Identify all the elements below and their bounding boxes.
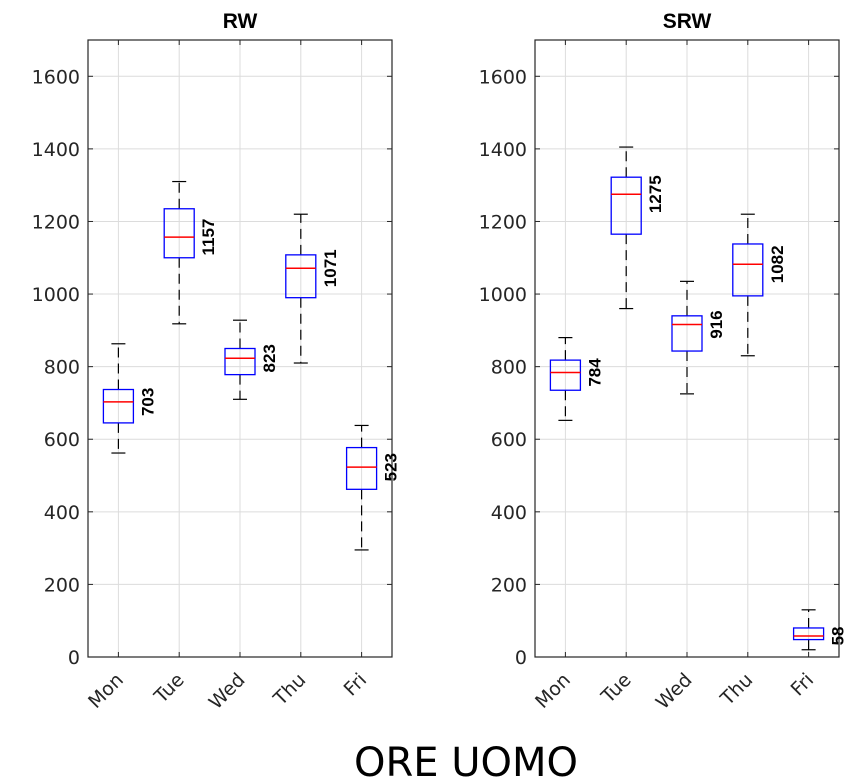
chart-1-ytick-label-2: 400 xyxy=(491,502,527,524)
chart-1-ytick-label-5: 1000 xyxy=(479,284,527,306)
chart-1-iqr-box-fri xyxy=(792,627,825,641)
chart-0-median-label-fri: 523 xyxy=(382,453,401,481)
chart-1-box-mon: 784 xyxy=(549,337,604,421)
chart-0-median-label-tue: 1157 xyxy=(199,219,218,256)
chart-1-xtick-label-mon: Mon xyxy=(531,669,575,713)
chart-0-box-mon: 703 xyxy=(102,343,157,454)
chart-1-median-label-fri: 58 xyxy=(829,626,848,645)
figure-suptitle: ORE UOMO xyxy=(354,740,578,783)
chart-1-median-label-mon: 784 xyxy=(585,358,604,387)
chart-0-iqr-box-tue xyxy=(163,208,195,259)
chart-0-median-label-wed: 823 xyxy=(260,344,279,372)
chart-1-ytick-label-4: 800 xyxy=(491,357,527,379)
chart-1-iqr-box-mon xyxy=(549,359,582,391)
chart-0-iqr-box-mon xyxy=(102,388,135,424)
chart-0-ytick-label-8: 1600 xyxy=(32,66,80,88)
chart-1-iqr-box-tue xyxy=(610,176,642,235)
chart-0-ytick-label-7: 1400 xyxy=(32,139,80,161)
chart-1-ytick-label-8: 1600 xyxy=(479,66,527,88)
chart-1-xtick-label-fri: Fri xyxy=(787,669,819,701)
chart-1-ytick-label-6: 1200 xyxy=(479,211,527,233)
chart-0-ytick-label-2: 400 xyxy=(44,502,80,524)
chart-1-xtick-label-tue: Tue xyxy=(597,669,636,708)
chart-1-ytick-label-7: 1400 xyxy=(479,139,527,161)
chart-1-box-wed: 916 xyxy=(671,280,726,395)
chart-1-xtick-label-wed: Wed xyxy=(652,669,697,714)
chart-1-ytick-label-0: 0 xyxy=(515,647,527,669)
chart-0-ytick-label-4: 800 xyxy=(44,357,80,379)
chart-1-median-label-thu: 1082 xyxy=(768,245,787,283)
chart-1-title: SRW xyxy=(663,10,712,33)
chart-0-median-label-mon: 703 xyxy=(138,388,157,416)
chart-0-xtick-label-thu: Thu xyxy=(269,669,311,711)
chart-1-box-fri: 58 xyxy=(792,609,848,651)
chart-0-iqr-box-fri xyxy=(345,446,378,490)
chart-1-ytick-label-1: 200 xyxy=(491,574,527,596)
chart-1-median-label-tue: 1275 xyxy=(646,175,665,213)
chart-0-iqr-box-thu xyxy=(285,254,317,299)
chart-0-ytick-label-3: 600 xyxy=(44,429,80,451)
chart-0-title: RW xyxy=(223,10,258,33)
chart-0-box-wed: 823 xyxy=(224,319,279,400)
chart-1-median-label-wed: 916 xyxy=(707,310,726,338)
chart-0-ytick-label-5: 1000 xyxy=(32,284,80,306)
chart-0-ytick-label-6: 1200 xyxy=(32,211,80,233)
chart-0-iqr-box-wed xyxy=(224,347,256,376)
panel-srw: 0 200 400 600 800 1000 1200 1400 1600 Mon Tue Wed Th… xyxy=(479,10,848,714)
chart-0-xtick-label-fri: Fri xyxy=(340,669,372,701)
chart-0-median-label-thu: 1071 xyxy=(321,249,340,287)
chart-1-box-thu: 1082 xyxy=(732,213,787,357)
chart-1-ytick-label-3: 600 xyxy=(491,429,527,451)
chart-1-iqr-box-wed xyxy=(671,315,703,352)
panel-rw: 0 200 400 600 800 1000 1200 1400 1600 Mon Tue Wed Th… xyxy=(32,10,401,714)
chart-0-xtick-label-mon: Mon xyxy=(84,669,128,713)
chart-0-box-fri: 523 xyxy=(345,424,401,551)
chart-1-iqr-box-thu xyxy=(732,243,764,297)
chart-1-box-tue: 1275 xyxy=(610,146,665,310)
chart-1-xtick-label-thu: Thu xyxy=(716,669,758,711)
chart-0-xtick-label-wed: Wed xyxy=(205,669,250,714)
chart-0-box-tue: 1157 xyxy=(163,180,218,325)
chart-0-ytick-label-1: 200 xyxy=(44,574,80,596)
chart-0-ytick-label-0: 0 xyxy=(68,647,80,669)
chart-0-box-thu: 1071 xyxy=(285,213,340,364)
chart-0-xtick-label-tue: Tue xyxy=(150,669,189,708)
